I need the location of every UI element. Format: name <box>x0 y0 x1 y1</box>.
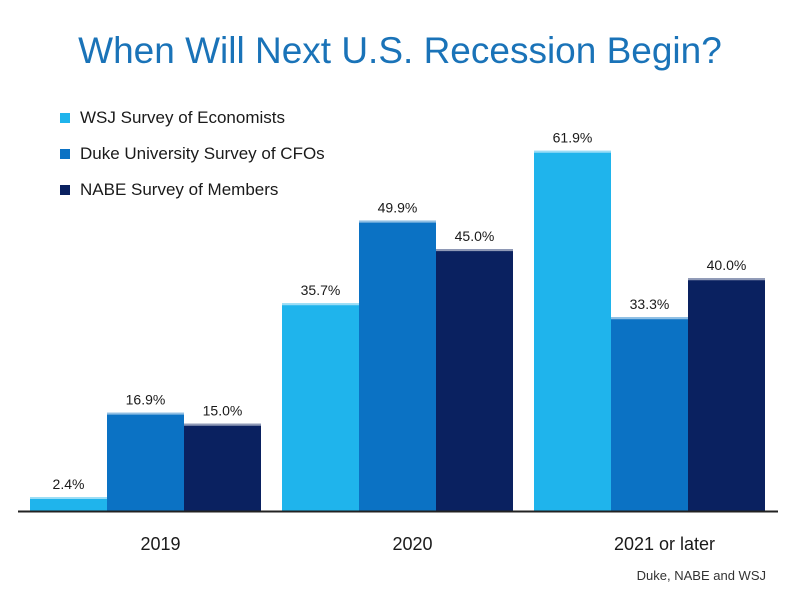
chart-title: When Will Next U.S. Recession Begin? <box>78 30 722 71</box>
category-label-2021-or-later: 2021 or later <box>614 534 715 554</box>
data-label-nabe-2020: 45.0% <box>455 228 495 244</box>
bar-nabe-2020 <box>436 249 513 511</box>
category-label-2019: 2019 <box>140 534 180 554</box>
data-label-wsj-2021-or-later: 61.9% <box>553 130 593 146</box>
legend-label-nabe: NABE Survey of Members <box>80 180 279 199</box>
category-label-2020: 2020 <box>392 534 432 554</box>
legend-swatch-wsj <box>60 113 70 123</box>
bar-nabe-2019 <box>184 423 261 511</box>
data-label-duke-2021-or-later: 33.3% <box>630 296 670 312</box>
data-label-duke-2019: 16.9% <box>126 392 166 408</box>
legend-swatch-duke <box>60 149 70 159</box>
bar-wsj-2020 <box>282 303 359 511</box>
data-label-wsj-2019: 2.4% <box>53 476 85 492</box>
data-label-duke-2020: 49.9% <box>378 200 418 216</box>
legend-item-duke: Duke University Survey of CFOs <box>60 136 325 172</box>
legend-item-nabe: NABE Survey of Members <box>60 172 325 208</box>
legend-label-wsj: WSJ Survey of Economists <box>80 108 286 127</box>
bar-duke-2019 <box>107 412 184 511</box>
data-label-wsj-2020: 35.7% <box>301 282 341 298</box>
bar-nabe-2021-or-later <box>688 278 765 511</box>
legend: WSJ Survey of Economists Duke University… <box>60 100 325 208</box>
legend-label-duke: Duke University Survey of CFOs <box>80 144 325 163</box>
legend-item-wsj: WSJ Survey of Economists <box>60 100 325 136</box>
data-label-nabe-2021-or-later: 40.0% <box>707 257 747 273</box>
source-note: Duke, NABE and WSJ <box>636 568 766 583</box>
bar-wsj-2019 <box>30 497 107 511</box>
bar-wsj-2021-or-later <box>534 150 611 511</box>
bar-duke-2020 <box>359 220 436 511</box>
data-label-nabe-2019: 15.0% <box>203 403 243 419</box>
legend-swatch-nabe <box>60 185 70 195</box>
bar-duke-2021-or-later <box>611 317 688 511</box>
